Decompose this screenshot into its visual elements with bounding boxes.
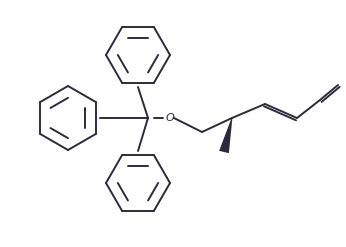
Text: O: O bbox=[166, 113, 174, 123]
Polygon shape bbox=[219, 118, 233, 153]
